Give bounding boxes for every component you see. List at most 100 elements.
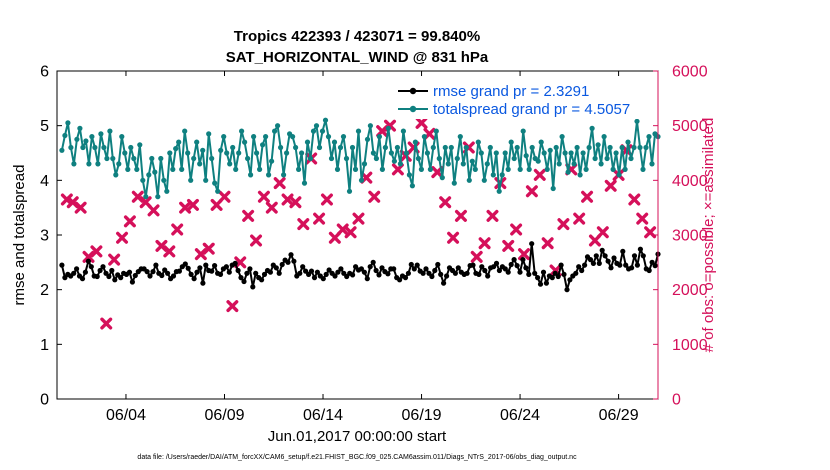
rmse-point [185,265,191,271]
obs-marker-stroke-b [100,317,113,330]
obs-assimilated-marker [541,237,554,250]
rmse-point [238,275,244,281]
totalspread-point [137,142,143,148]
rmse-point [71,270,77,276]
rmse-point [617,262,623,268]
rmse-point [323,271,329,277]
totalspread-point [502,150,508,156]
rmse-point [223,264,229,270]
totalspread-point [119,134,125,140]
rmse-point [361,269,367,275]
obs-assimilated-marker [171,223,184,236]
totalspread-point [110,155,116,162]
totalspread-point [451,180,457,186]
totalspread-point [646,134,652,140]
totalspread-point [98,131,104,137]
totalspread-point [272,128,278,134]
totalspread-point [343,155,350,162]
obs-assimilated-marker [100,317,113,330]
totalspread-point [475,139,481,145]
totalspread-point [74,136,80,142]
totalspread-point [200,147,206,153]
totalspread-point [619,144,625,151]
obs-assimilated-marker [194,248,207,261]
totalspread-point [224,150,230,156]
obs-marker-stroke-b [636,212,649,225]
obs-assimilated-marker [628,193,641,206]
totalspread-point [194,139,200,145]
totalspread-point [313,123,320,129]
totalspread-point [526,166,532,172]
totalspread-point [499,172,505,178]
obs-assimilated-marker [391,163,404,176]
obs-assimilated-marker [218,190,231,203]
rmse-point [485,273,491,279]
obs-assimilated-marker [454,209,467,222]
rmse-point [279,261,285,268]
obs-assimilated-marker [525,185,538,198]
obs-assimilated-marker [250,234,263,247]
totalspread-point [508,139,514,145]
totalspread-point [535,158,541,164]
y-left-tick-label: 5 [40,118,49,135]
rmse-point [311,275,318,281]
totalspread-point [269,158,275,164]
obs-marker-stroke-b [376,125,389,138]
obs-assimilated-marker [470,250,483,263]
rmse-point [291,258,297,264]
obs-assimilated-marker [108,253,121,266]
rmse-point [308,268,315,274]
totalspread-point [164,188,170,194]
totalspread-point [158,155,164,162]
totalspread-point [185,150,191,156]
obs-assimilated-marker [297,218,310,231]
totalspread-point [68,144,74,151]
rmse-point [320,276,326,282]
totalspread-point [296,166,302,172]
obs-marker-stroke-b [439,196,452,209]
rmse-point [253,270,259,276]
rmse-point [649,259,655,265]
totalspread-point [89,134,95,140]
rmse-point [408,261,414,268]
totalspread-point [529,144,535,151]
totalspread-point [595,142,601,148]
obs-assimilated-marker [226,300,239,313]
rmse-point [464,270,470,276]
totalspread-point [349,144,356,151]
rmse-point [188,271,194,277]
rmse-point [441,280,447,286]
totalspread-point [107,128,113,134]
totalspread-point [239,128,245,134]
x-tick-label: 06/09 [204,407,244,424]
rmse-point [634,262,641,268]
legend-spread-marker [409,105,417,113]
obs-marker-stroke-b [66,196,79,209]
obs-assimilated-marker [74,201,87,214]
rmse-point [153,262,159,268]
totalspread-point [457,134,463,140]
totalspread-point [484,161,490,167]
obs-marker-stroke-b [218,190,231,203]
obs-assimilated-marker [557,218,570,231]
totalspread-point [649,161,655,167]
obs-marker-stroke-b [391,163,404,176]
rmse-point [505,269,511,275]
rmse-point [85,258,91,264]
totalspread-point [412,139,418,145]
obs-assimilated-marker [368,190,381,203]
totalspread-point [625,139,631,145]
rmse-point [273,265,279,271]
rmse-point [511,257,517,263]
obs-marker-stroke-b [313,212,326,225]
totalspread-point [553,144,559,151]
obs-assimilated-marker [163,245,176,258]
totalspread-point [209,155,215,162]
obs-marker-stroke-b [179,201,192,214]
obs-marker-stroke-b [242,209,255,222]
totalspread-point [128,144,134,151]
totalspread-point [275,123,281,129]
obs-assimilated-marker [202,242,215,255]
rmse-point [526,271,532,277]
